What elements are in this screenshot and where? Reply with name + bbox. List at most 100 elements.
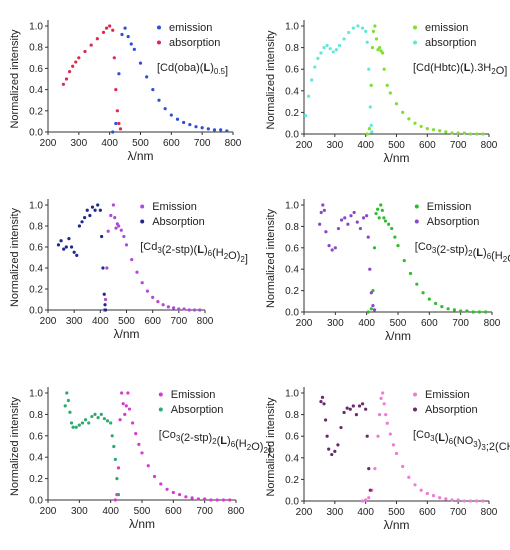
data-point [367,127,371,131]
data-point [137,442,141,446]
x-tick-label: 500 [118,316,135,327]
data-point [121,402,125,406]
data-point [113,457,117,461]
data-point [372,246,377,250]
y-tick-label: 1.0 [285,22,299,33]
x-tick-label: 200 [40,506,57,517]
data-point [334,48,338,52]
compound-label-part: 2 [263,446,268,455]
data-point [111,203,116,207]
data-point [103,303,107,307]
data-point [381,391,385,395]
x-tick-label: 700 [194,138,211,149]
compound-label-part: 2 [212,437,217,446]
x-tick-label: 400 [357,507,374,518]
data-point [118,418,122,422]
x-axis-title: λ/nm [127,149,153,163]
data-point [203,497,207,501]
data-point [431,128,436,132]
compound-label-part: 2 [503,255,508,264]
data-point [64,77,69,81]
data-point [77,56,81,60]
data-point [77,224,81,228]
data-point [120,32,124,37]
data-point [380,208,384,212]
data-point [114,121,118,126]
data-point [379,203,383,207]
legend-label: Emission [425,389,470,401]
data-point [108,24,112,28]
compound-label-part: 6 [231,440,236,449]
data-point [427,297,431,301]
y-tick-label: 0.8 [29,43,43,54]
data-point [379,396,383,400]
data-point [159,482,163,486]
data-point [123,412,127,416]
y-tick-label: 0.4 [285,86,299,97]
data-point [177,307,181,311]
x-tick-label: 400 [358,318,375,329]
data-point [342,37,346,41]
data-point [152,474,157,479]
data-point [391,443,396,447]
data-point [106,229,110,233]
compound-label-part: [Co [415,241,432,253]
data-point [337,43,342,48]
data-point [377,413,382,417]
compound-label-part: 2 [491,67,496,76]
data-point [421,291,425,295]
data-point [481,132,485,136]
data-point [71,64,75,68]
data-point [327,447,331,451]
data-point [347,30,351,35]
x-tick-label: 500 [132,138,149,149]
y-axis-title: Normalized intensity [9,29,21,129]
data-point [151,295,155,299]
data-point [322,402,326,406]
x-tick-label: 600 [163,138,180,149]
data-point [370,46,375,50]
data-point [192,308,197,312]
data-point [465,309,469,313]
data-point [322,46,326,50]
data-point [156,300,160,304]
legend-label: emission [169,22,212,34]
data-point [376,207,380,211]
data-point [117,224,121,228]
data-point [415,282,419,286]
data-point [67,69,72,74]
compound-label-part: O) [228,250,240,262]
compound-label-part: L [438,432,445,444]
data-point [333,449,337,453]
legend-marker [413,392,417,397]
data-point [111,28,115,32]
y-tick-label: 0.0 [285,308,299,319]
data-point [394,451,399,456]
data-point [310,78,314,82]
compound-label-part: [Cd(oba)( [157,62,204,74]
data-point [69,421,74,425]
compound-label-part: 3 [157,246,162,255]
data-point [165,487,169,491]
data-point [316,56,320,61]
data-point [200,126,204,130]
data-point [396,244,400,248]
data-point [56,243,61,247]
data-point [425,127,429,131]
data-point [182,120,186,125]
data-point [131,421,135,425]
data-point [327,244,331,248]
compound-label-part: ) [204,244,208,256]
data-point [74,425,78,429]
data-point [212,128,217,132]
data-point [146,464,150,468]
data-point [307,94,311,98]
y-tick-label: 0.6 [285,432,299,443]
data-point [117,121,121,126]
y-tick-label: 0.4 [29,85,43,96]
compound-label-part: [Cd(Hbtc)( [413,62,464,74]
data-point [401,464,405,469]
y-tick-label: 1.0 [29,22,43,33]
legend-label: absorption [169,37,220,49]
